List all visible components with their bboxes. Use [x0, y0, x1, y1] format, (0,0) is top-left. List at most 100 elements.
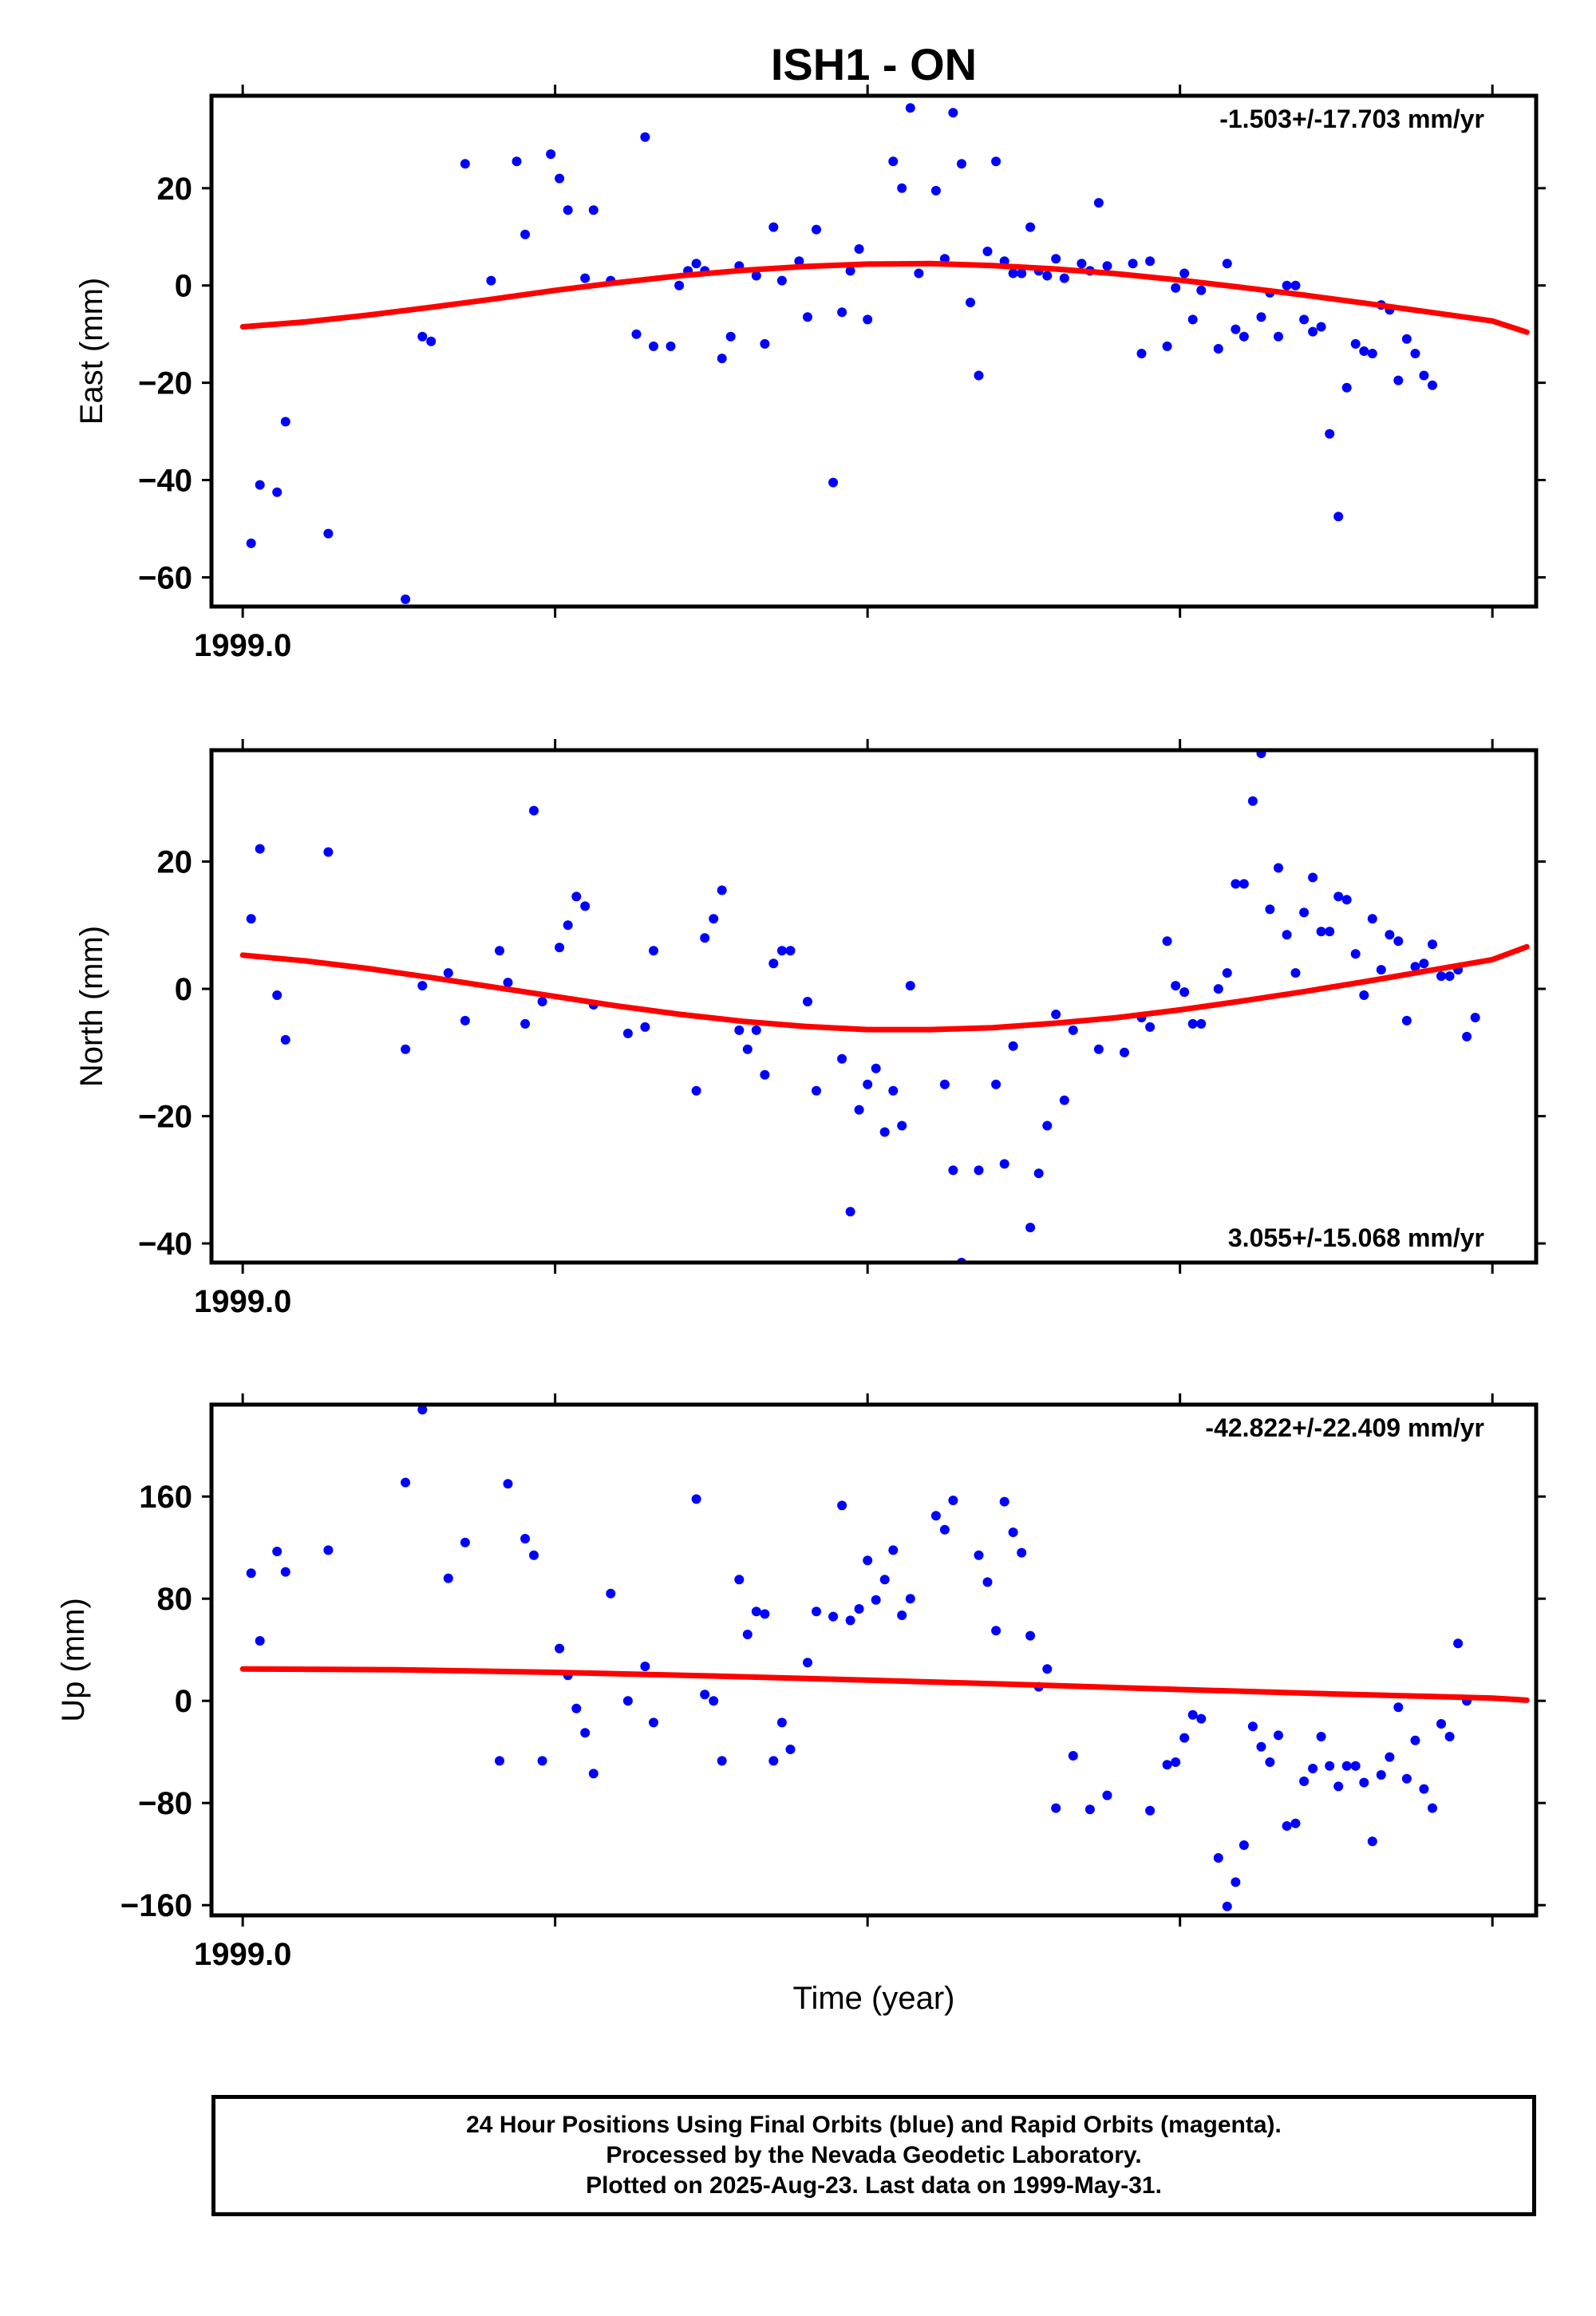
up-data-point	[1299, 1777, 1310, 1786]
north-data-point	[717, 885, 727, 895]
up-data-point	[649, 1717, 658, 1728]
up-data-point	[1213, 1853, 1223, 1863]
up-data-point	[1316, 1732, 1326, 1741]
north-data-point	[555, 943, 565, 953]
up-data-point	[1444, 1732, 1455, 1741]
up-data-point	[845, 1615, 855, 1626]
east-data-point	[1282, 280, 1292, 290]
east-data-point	[401, 594, 411, 604]
up-y-axis-label: Up (mm)	[56, 1598, 91, 1722]
north-data-point	[1222, 968, 1232, 978]
up-data-point	[803, 1658, 812, 1668]
north-data-point	[837, 1053, 847, 1064]
north-data-point	[1290, 968, 1301, 978]
north-data-point	[323, 847, 334, 857]
east-data-point	[1008, 268, 1018, 279]
north-data-point	[863, 1079, 873, 1089]
east-data-point	[1136, 349, 1147, 358]
east-data-point	[546, 149, 556, 160]
east-data-point	[828, 477, 839, 488]
up-data-point	[1162, 1760, 1172, 1770]
up-data-point	[734, 1575, 745, 1585]
north-data-point	[1419, 958, 1429, 969]
up-data-point	[555, 1643, 565, 1654]
up-data-point	[1325, 1761, 1335, 1771]
up-data-point	[1401, 1773, 1412, 1784]
up-data-point	[1419, 1784, 1429, 1794]
east-data-point	[1359, 346, 1369, 356]
east-data-point	[1341, 382, 1352, 393]
east-data-point	[1428, 380, 1437, 390]
east-data-point	[1419, 370, 1429, 381]
east-data-point	[1308, 326, 1318, 337]
north-data-point	[905, 981, 915, 991]
east-data-point	[1231, 324, 1241, 334]
north-data-point	[571, 891, 582, 902]
east-data-point	[717, 354, 727, 364]
east-data-point	[1316, 322, 1326, 332]
north-points	[246, 750, 1480, 1263]
north-y-tick-label: 20	[157, 845, 193, 880]
east-data-point	[280, 417, 290, 427]
north-data-point	[1428, 939, 1437, 950]
east-data-point	[725, 331, 736, 342]
north-panel: −40 −20 0 20 1999.0 North (mm) 3.055+/-15.068 …	[74, 739, 1546, 1319]
up-panel: −160 −80 0 80 160 1999.0 Up (mm) -42.822+/-22.4…	[56, 1393, 1546, 1972]
up-data-point	[1051, 1803, 1061, 1813]
north-data-point	[1376, 965, 1386, 975]
north-data-point	[649, 946, 658, 956]
east-data-point	[760, 338, 770, 349]
up-data-point	[1333, 1781, 1344, 1792]
up-data-point	[785, 1745, 796, 1754]
up-data-point	[1196, 1713, 1207, 1724]
north-data-point	[897, 1120, 907, 1131]
east-data-point	[1128, 259, 1138, 269]
east-data-point	[1196, 285, 1207, 295]
footer-line-1: 24 Hour Positions Using Final Orbits (bl…	[466, 2112, 1282, 2138]
up-data-point	[742, 1630, 753, 1639]
up-data-point	[812, 1607, 821, 1617]
up-data-point	[495, 1756, 504, 1766]
north-data-point	[888, 1085, 899, 1096]
up-data-point	[930, 1511, 941, 1521]
east-data-point	[1299, 314, 1310, 325]
east-data-point	[854, 244, 864, 254]
north-data-point	[1308, 872, 1318, 883]
east-points	[246, 103, 1437, 604]
east-data-point	[812, 224, 821, 235]
up-data-point	[776, 1717, 787, 1728]
up-data-point	[751, 1607, 761, 1617]
up-data-point	[1102, 1790, 1112, 1800]
north-frame	[209, 748, 1539, 1265]
east-data-point	[674, 280, 685, 290]
up-data-point	[768, 1756, 779, 1766]
north-data-point	[280, 1034, 290, 1045]
north-data-point	[871, 1063, 881, 1073]
east-data-point	[1393, 375, 1404, 385]
east-data-point	[888, 156, 899, 167]
north-data-point	[1093, 1044, 1104, 1054]
east-data-point	[1222, 259, 1232, 269]
up-data-point	[580, 1728, 591, 1738]
north-data-point	[999, 1159, 1009, 1169]
up-data-point	[537, 1756, 547, 1766]
footer-box: 24 Hour Positions Using Final Orbits (bl…	[211, 2095, 1536, 2216]
north-data-point	[1333, 891, 1344, 902]
up-data-point	[691, 1494, 701, 1504]
north-trend-line	[239, 943, 1530, 1033]
north-data-point	[1470, 1013, 1480, 1022]
up-data-point	[863, 1555, 873, 1566]
footer-line-2: Processed by the Nevada Geodetic Laborat…	[606, 2142, 1142, 2168]
east-y-tick-label: −60	[138, 560, 192, 595]
up-y-tick-label: 80	[157, 1582, 193, 1617]
up-data-point	[443, 1573, 453, 1583]
north-data-point	[1196, 1018, 1207, 1029]
north-data-point	[1171, 981, 1181, 991]
north-data-point	[709, 914, 719, 924]
up-data-point	[879, 1575, 890, 1585]
east-data-point	[649, 341, 658, 351]
north-data-point	[1162, 936, 1172, 947]
up-data-point	[1341, 1761, 1352, 1771]
east-data-point	[974, 370, 984, 381]
